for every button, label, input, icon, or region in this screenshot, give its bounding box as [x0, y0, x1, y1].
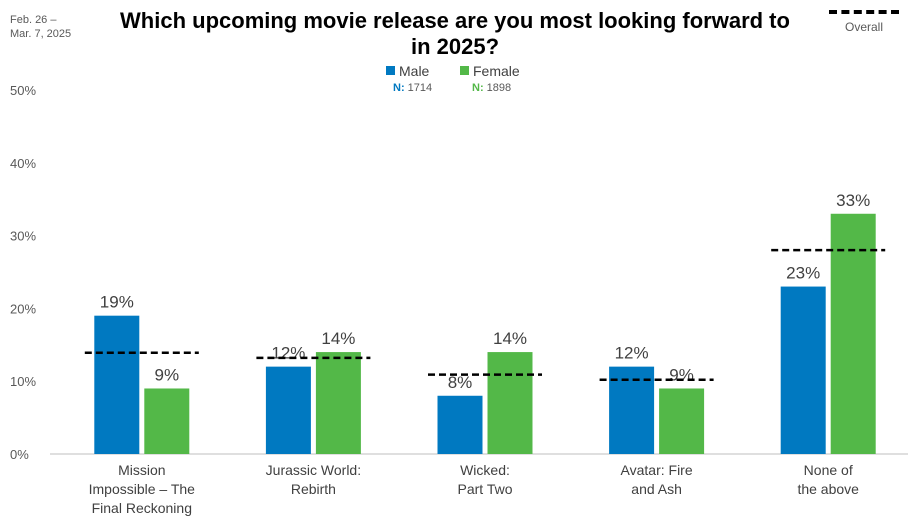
female-bar	[830, 213, 876, 454]
date-range-start: Feb. 26 –	[10, 14, 57, 26]
legend-male-swatch	[386, 66, 395, 75]
male-bar	[609, 366, 655, 454]
x-tick-label: Wicked:	[460, 462, 510, 478]
male-bar	[94, 315, 140, 454]
y-tick-label: 30%	[10, 229, 36, 244]
male-data-label: 23%	[786, 264, 820, 283]
legend-female-n-value: 1898	[486, 82, 512, 94]
male-data-label: 19%	[100, 293, 134, 312]
legend-male-n-prefix: N:	[393, 82, 405, 94]
date-range-end: Mar. 7, 2025	[10, 28, 72, 40]
male-bar	[265, 366, 311, 454]
x-tick-label: Final Reckoning	[92, 500, 192, 516]
female-data-label: 14%	[321, 329, 355, 348]
female-data-label: 14%	[493, 329, 527, 348]
male-bar	[437, 395, 483, 454]
female-data-label: 9%	[669, 365, 694, 384]
legend-male-n: N: 1714	[393, 82, 432, 94]
male-data-label: 12%	[615, 344, 649, 363]
male-data-label: 8%	[448, 373, 473, 392]
y-tick-label: 0%	[10, 447, 29, 462]
x-tick-label: Rebirth	[291, 481, 336, 497]
x-tick-label: Mission	[118, 462, 165, 478]
x-tick-label: Part Two	[458, 481, 513, 497]
male-data-label: 12%	[271, 344, 305, 363]
female-bar	[659, 388, 705, 454]
y-tick-label: 40%	[10, 156, 36, 171]
male-bar	[780, 286, 826, 454]
legend-female: Female	[460, 63, 520, 79]
legend-male-n-value: 1714	[407, 82, 433, 94]
legend-overall-label: Overall	[844, 20, 883, 34]
date-range: Feb. 26 – Mar. 7, 2025	[10, 13, 100, 41]
legend-overall: Overall	[828, 10, 900, 34]
female-bar	[144, 388, 190, 454]
female-data-label: 33%	[836, 191, 870, 210]
female-data-label: 9%	[155, 365, 180, 384]
female-bar	[487, 352, 533, 454]
x-tick-label: Avatar: Fire	[621, 462, 693, 478]
x-tick-label: and Ash	[631, 481, 682, 497]
female-bar	[315, 352, 361, 454]
legend-male-label: Male	[399, 63, 430, 79]
legend-male: Male	[386, 63, 429, 79]
x-tick-label: the above	[797, 481, 859, 497]
x-tick-label: Impossible – The	[89, 481, 196, 497]
chart-title: Which upcoming movie release are you mos…	[120, 8, 790, 59]
x-tick-label: Jurassic World:	[266, 462, 361, 478]
legend-female-swatch	[460, 66, 469, 75]
legend-overall-line	[829, 10, 899, 14]
legend-female-label: Female	[473, 63, 520, 79]
y-tick-label: 10%	[10, 374, 36, 389]
legend-female-n-prefix: N:	[472, 82, 484, 94]
y-tick-label: 50%	[10, 83, 36, 98]
x-tick-label: None of	[804, 462, 853, 478]
y-tick-label: 20%	[10, 301, 36, 316]
legend-female-n: N: 1898	[472, 82, 511, 94]
